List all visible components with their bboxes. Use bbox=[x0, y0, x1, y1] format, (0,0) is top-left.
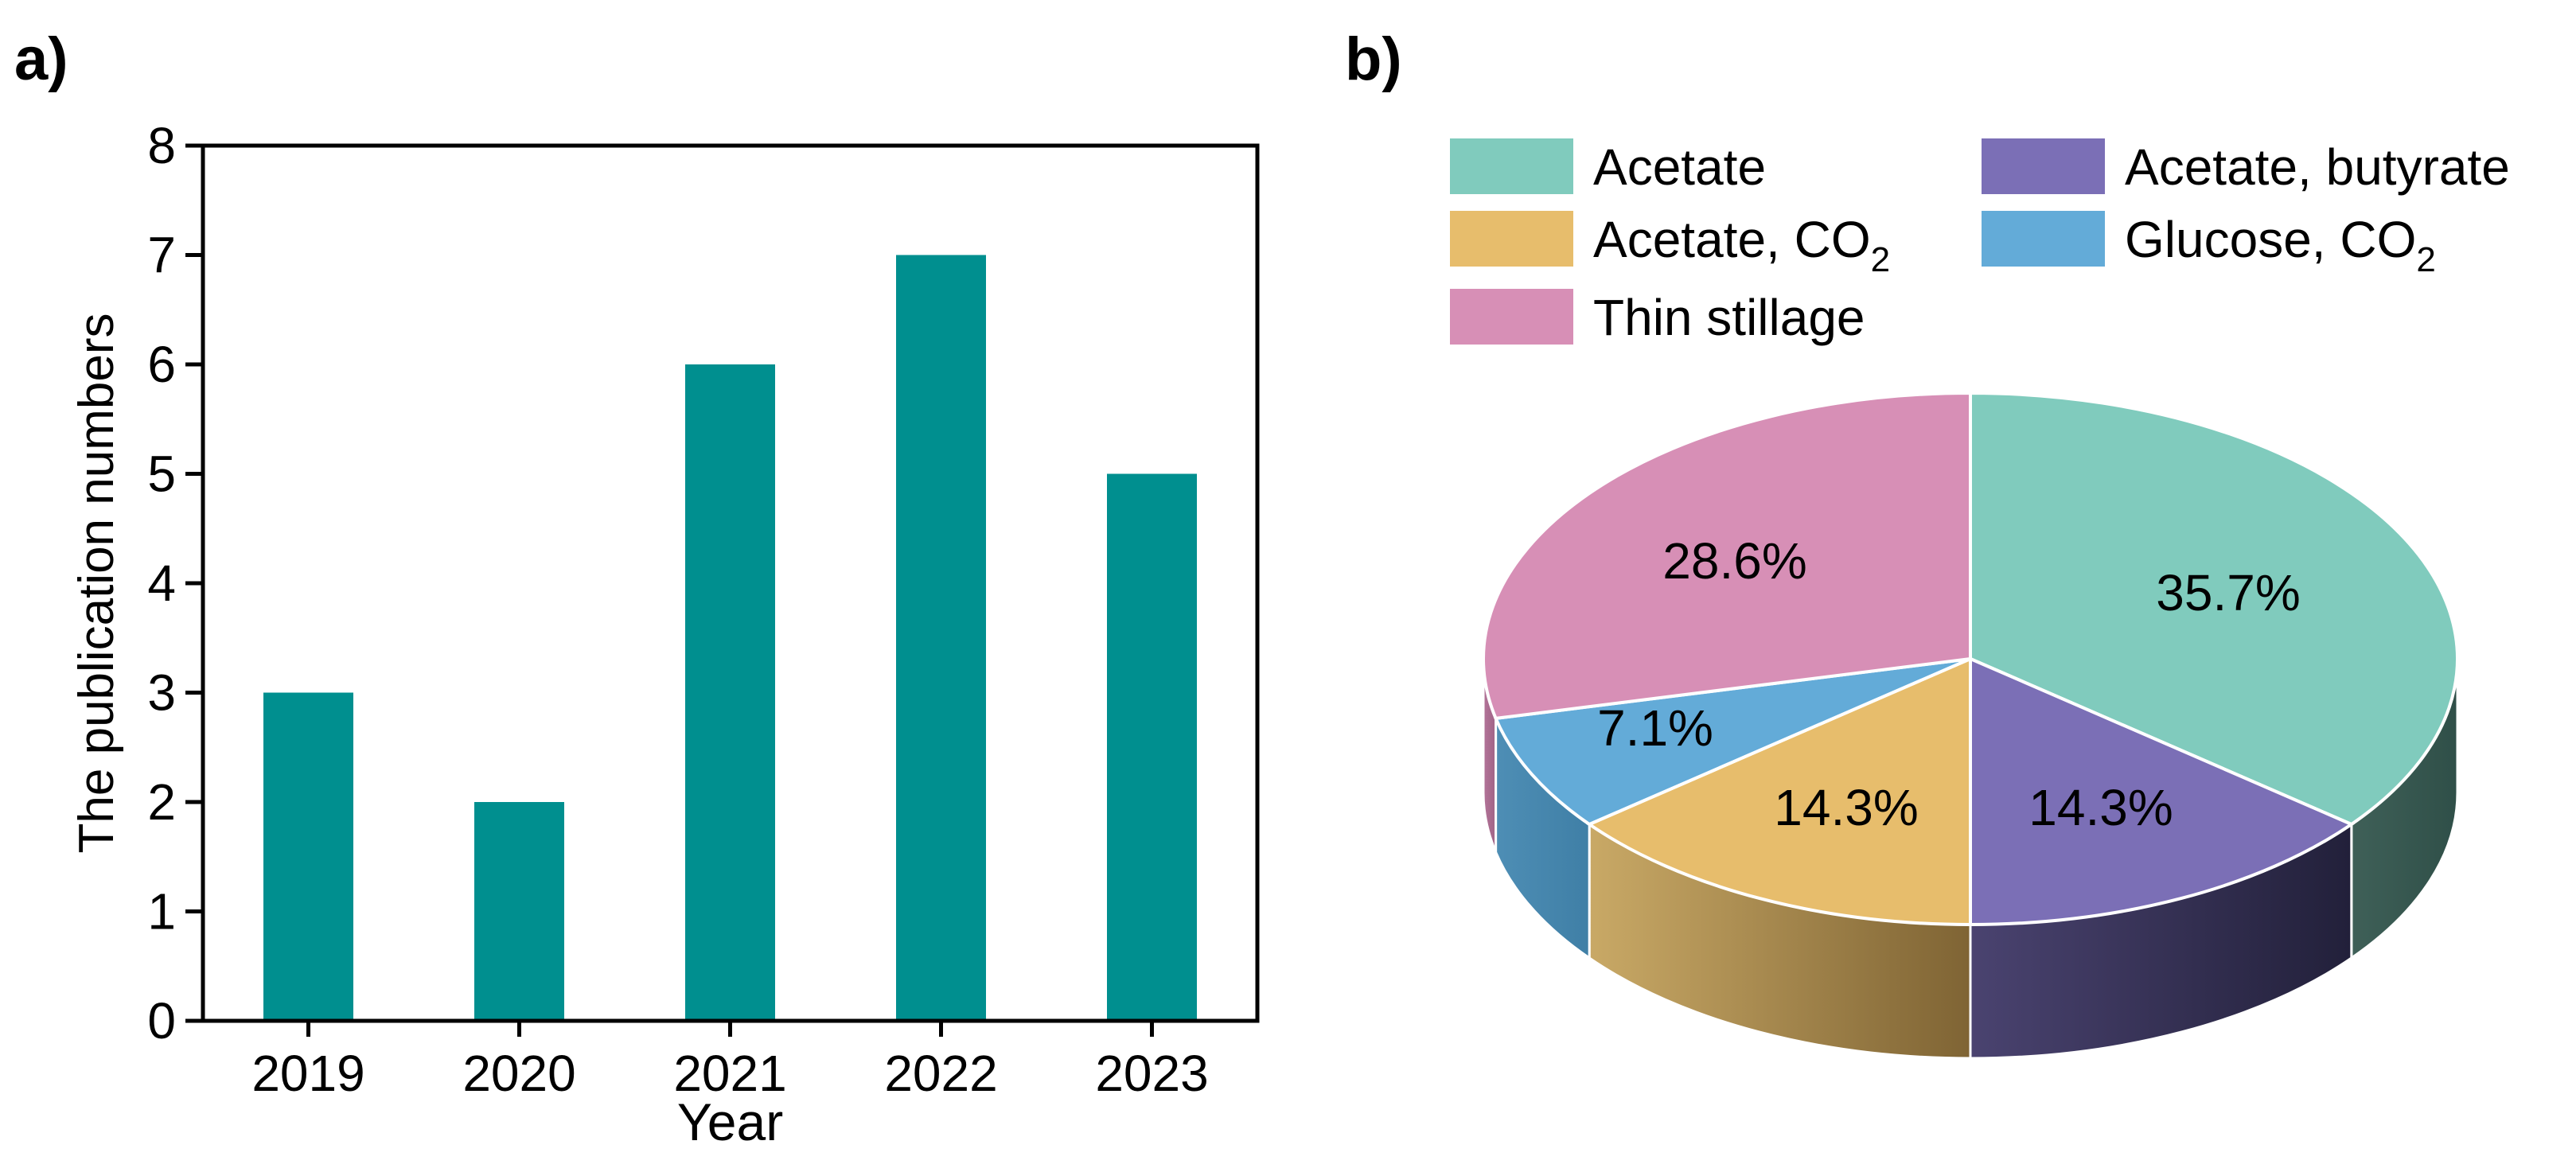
legend-swatch bbox=[1450, 138, 1573, 194]
legend-swatch bbox=[1450, 211, 1573, 267]
legend-text: Glucose, CO bbox=[2125, 211, 2416, 268]
x-tick-label: 2019 bbox=[251, 1045, 364, 1102]
y-tick-label: 2 bbox=[147, 773, 176, 831]
legend-subscript: 2 bbox=[2416, 240, 2435, 279]
y-tick-label: 8 bbox=[147, 117, 176, 174]
bar-2020 bbox=[474, 802, 564, 1021]
legend-text: Acetate, CO bbox=[1593, 211, 1871, 268]
y-axis-ticks: 0 1 2 3 4 5 6 7 8 bbox=[147, 117, 203, 1049]
bars bbox=[263, 255, 1197, 1021]
legend-label: Thin stillage bbox=[1593, 289, 1865, 346]
legend-label: Glucose, CO2 bbox=[2125, 211, 2436, 279]
pie-value-label: 28.6% bbox=[1662, 532, 1806, 590]
pie-slice-0 bbox=[1969, 391, 2459, 827]
bar-2019 bbox=[263, 692, 353, 1021]
bar-2023 bbox=[1107, 473, 1197, 1021]
legend-text: Thin stillage bbox=[1593, 289, 1865, 346]
pie-slice-3 bbox=[1493, 657, 1971, 827]
bar-chart: 0 1 2 3 4 5 6 7 8 2019 2020 2021 2022 2023 Year The … bbox=[69, 117, 1260, 1151]
x-tick-label: 2021 bbox=[673, 1045, 786, 1102]
y-tick-label: 0 bbox=[147, 992, 176, 1049]
legend-label: Acetate, CO2 bbox=[1593, 211, 1890, 279]
pie-slice-1 bbox=[1969, 656, 2355, 927]
y-tick-label: 1 bbox=[147, 883, 176, 940]
legend-label: Acetate bbox=[1593, 138, 1766, 196]
y-tick-label: 6 bbox=[147, 336, 176, 393]
pie-value-label: 14.3% bbox=[2028, 779, 2173, 836]
legend-label: Acetate, butyrate bbox=[2125, 138, 2510, 196]
pie-side-walls bbox=[1482, 658, 2459, 1060]
x-axis-label: Year bbox=[677, 1092, 783, 1151]
pie-value-label: 14.3% bbox=[1774, 779, 1918, 836]
pie-slice-2 bbox=[1586, 656, 1972, 927]
pie-value-label: 35.7% bbox=[2156, 564, 2300, 621]
y-tick-label: 7 bbox=[147, 227, 176, 284]
y-axis-label: The publication numbers bbox=[69, 313, 124, 854]
x-tick-label: 2022 bbox=[884, 1045, 997, 1102]
legend-text: Acetate, butyrate bbox=[2125, 138, 2510, 196]
x-axis-ticks: 2019 2020 2021 2022 2023 bbox=[251, 1021, 1209, 1102]
legend-subscript: 2 bbox=[1871, 240, 1890, 279]
x-tick-label: 2023 bbox=[1095, 1045, 1208, 1102]
y-tick-label: 3 bbox=[147, 664, 176, 722]
plot-frame bbox=[201, 143, 1260, 1023]
x-tick-label: 2020 bbox=[462, 1045, 575, 1102]
panel-b-label: b) bbox=[1345, 25, 1402, 93]
y-tick-label: 5 bbox=[147, 446, 176, 503]
bar-2021 bbox=[685, 364, 775, 1021]
pie-labels: 35.7% 14.3% 14.3% 7.1% 28.6% bbox=[1597, 532, 2301, 836]
legend-swatch bbox=[1982, 138, 2105, 194]
y-tick-label: 4 bbox=[147, 555, 176, 612]
legend-text: Acetate bbox=[1593, 138, 1766, 196]
pie-value-label: 7.1% bbox=[1597, 699, 1713, 757]
legend-swatch bbox=[1982, 211, 2105, 267]
pie-top-slices bbox=[1482, 391, 2459, 927]
legend-swatch bbox=[1450, 289, 1573, 345]
panel-a-label: a) bbox=[14, 25, 68, 93]
bar-2022 bbox=[896, 255, 986, 1021]
pie-slice-4 bbox=[1482, 391, 1972, 721]
